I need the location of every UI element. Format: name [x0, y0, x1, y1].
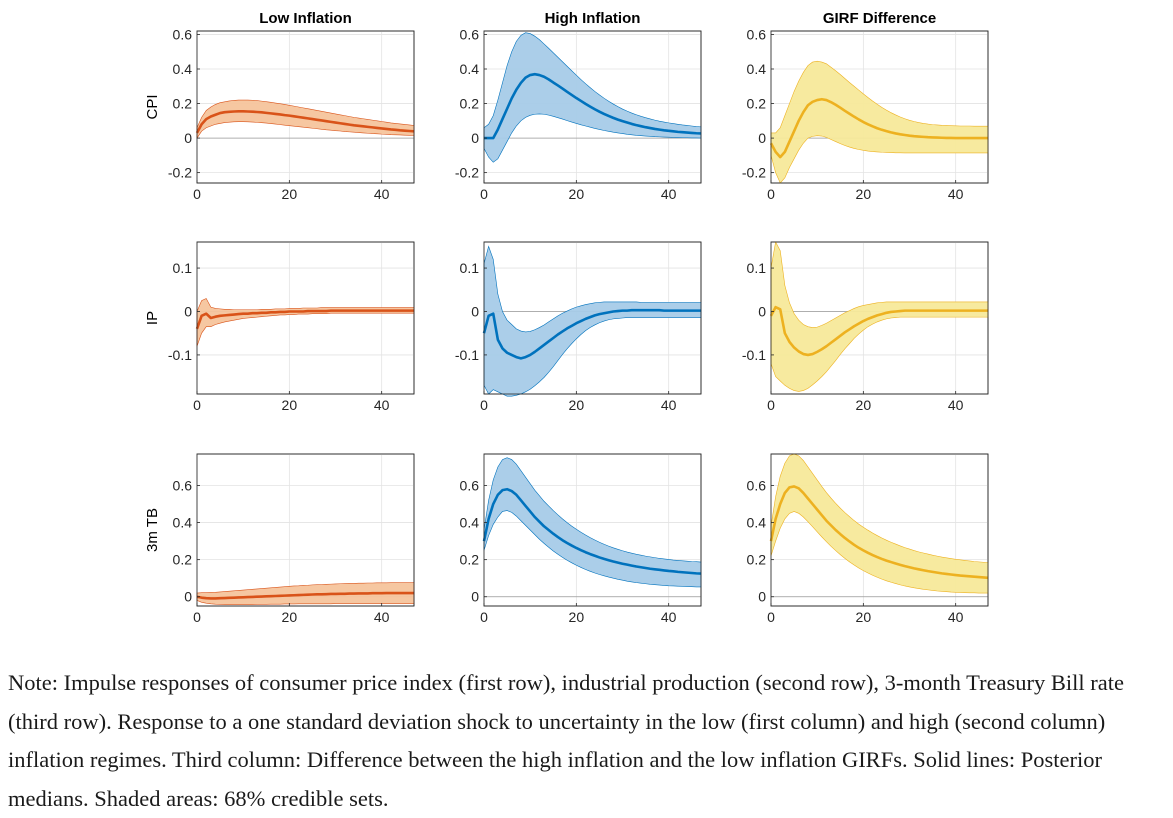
panel-ip-girf-difference: 0 20 40 -0.1 0 0.1 [742, 241, 989, 413]
panel-cpi-girf-difference: 0 20 40-0.200.20.40.6 [742, 26, 989, 202]
y-tick-label: 0.4 [747, 515, 767, 531]
y-tick-label: 0.2 [747, 552, 767, 568]
y-tick-label: -0.1 [742, 347, 766, 363]
y-tick-label: 0.6 [173, 478, 193, 494]
y-tick-label: 0.2 [173, 552, 193, 568]
x-tick-label: 20 [569, 186, 585, 202]
x-tick-label: 40 [661, 397, 677, 413]
median-line [482, 308, 701, 360]
row-label-cpi: CPI [144, 94, 161, 119]
x-tick-label: 20 [282, 186, 298, 202]
y-tick-label: 0 [184, 303, 192, 319]
median-line [769, 485, 989, 580]
y-tick-label: 0.1 [747, 260, 767, 276]
x-tick-label: 0 [767, 397, 775, 413]
x-tick-label: 0 [480, 397, 488, 413]
x-tick-label: 0 [193, 397, 201, 413]
y-tick-label: 0.4 [460, 61, 480, 77]
y-tick-label: 0.6 [460, 26, 480, 42]
x-tick-label: 40 [661, 186, 677, 202]
y-tick-label: 0.2 [173, 96, 193, 112]
y-tick-label: 0.4 [173, 515, 193, 531]
median-line [195, 309, 414, 330]
axes-border [483, 453, 702, 607]
y-tick-label: 0.4 [460, 515, 480, 531]
column-title-low-inflation: Low Inflation [259, 10, 351, 27]
y-tick-label: 0.1 [460, 260, 480, 276]
y-tick-label: 0 [758, 303, 766, 319]
panel-cpi-low-inflation: 0 20 40-0.200.20.40.6 [168, 26, 415, 202]
y-tick-label: -0.1 [168, 347, 192, 363]
x-tick-label: 20 [282, 397, 298, 413]
axes-border [196, 453, 415, 607]
y-tick-label: 0.6 [747, 26, 767, 42]
y-tick-label: 0.6 [747, 478, 767, 494]
median-line [484, 72, 702, 140]
x-tick-label: 40 [374, 609, 390, 625]
y-tick-label: 0 [471, 589, 479, 605]
median-line [769, 97, 988, 159]
figure-note: Note: Impulse responses of consumer pric… [8, 670, 1125, 811]
y-tick-label: 0.4 [173, 61, 193, 77]
y-tick-label: 0.4 [747, 61, 767, 77]
y-tick-label: 0 [184, 130, 192, 146]
column-title-high-inflation: High Inflation [545, 10, 641, 27]
x-tick-label: 0 [480, 186, 488, 202]
x-tick-label: 40 [948, 186, 964, 202]
y-tick-label: 0 [758, 589, 766, 605]
impulse-response-figure: Low Inflation High Inflation GIRF Differen… [144, 10, 989, 625]
axes-border [770, 30, 989, 184]
y-tick-label: 0.1 [173, 260, 193, 276]
y-tick-label: -0.2 [742, 165, 766, 181]
y-tick-label: -0.2 [168, 165, 192, 181]
column-title-girf-difference: GIRF Difference [823, 10, 936, 27]
y-tick-label: 0.6 [460, 478, 480, 494]
panel-cpi-high-inflation: 0 20 40-0.200.20.40.6 [455, 26, 702, 202]
panel-ip-low-inflation: 0 20 40 -0.1 0 0.1 [168, 241, 415, 413]
y-tick-label: 0.2 [460, 552, 480, 568]
x-tick-label: 0 [767, 186, 775, 202]
y-tick-label: 0 [471, 130, 479, 146]
x-tick-label: 0 [193, 186, 201, 202]
y-tick-label: 0 [471, 303, 479, 319]
median-line [196, 591, 414, 600]
x-tick-label: 20 [856, 186, 872, 202]
axes-frame [196, 453, 415, 607]
x-tick-label: 40 [948, 609, 964, 625]
axes-border [770, 241, 989, 395]
y-tick-label: 0 [758, 130, 766, 146]
y-tick-label: 0 [184, 589, 192, 605]
row-label-ip: IP [144, 311, 161, 325]
y-tick-label: 0.6 [173, 26, 193, 42]
x-tick-label: 20 [569, 397, 585, 413]
axes-border [196, 241, 415, 395]
median-line [195, 110, 415, 134]
x-tick-label: 0 [480, 609, 488, 625]
median-line [482, 487, 702, 575]
y-tick-label: 0.2 [460, 96, 480, 112]
x-tick-label: 20 [856, 397, 872, 413]
y-tick-label: -0.1 [455, 347, 479, 363]
y-tick-label: -0.2 [455, 165, 479, 181]
panel-ip-high-inflation: 0 20 40 -0.1 0 0.1 [455, 241, 702, 413]
row-label-3m-tb: 3m TB [144, 508, 161, 552]
panel-3m-tb-low-inflation: 0 20 40 0 0.2 0.4 0.6 [173, 453, 415, 625]
axes-border [196, 30, 415, 184]
x-tick-label: 20 [282, 609, 298, 625]
x-tick-label: 20 [856, 609, 872, 625]
x-tick-label: 40 [374, 186, 390, 202]
x-tick-label: 40 [948, 397, 964, 413]
axes-border [483, 30, 702, 184]
y-tick-label: 0.2 [747, 96, 767, 112]
x-tick-label: 0 [193, 609, 201, 625]
x-tick-label: 40 [374, 397, 390, 413]
panel-3m-tb-girf-difference: 0 20 40 0 0.2 0.4 0.6 [747, 453, 989, 625]
panel-3m-tb-high-inflation: 0 20 40 0 0.2 0.4 0.6 [460, 453, 702, 625]
x-tick-label: 20 [569, 609, 585, 625]
axes-border [770, 453, 989, 607]
x-tick-label: 0 [767, 609, 775, 625]
x-tick-label: 40 [661, 609, 677, 625]
axes-border [483, 241, 702, 395]
median-line [769, 305, 988, 357]
